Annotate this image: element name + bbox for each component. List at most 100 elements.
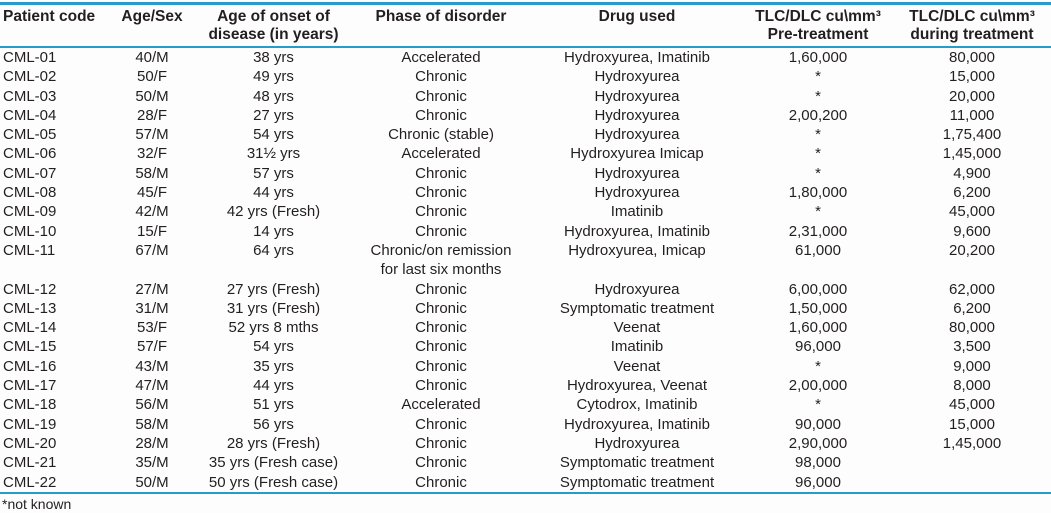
cell-tlc-during: 1,45,000	[942, 145, 1002, 163]
cell-tlc-during: 3,500	[953, 338, 991, 356]
cell-tlc-pre: *	[815, 68, 821, 86]
cell-tlc-pre: 96,000	[795, 473, 841, 491]
cell-patient-code: CML-19	[3, 415, 57, 433]
cell-tlc-during: 4,900	[953, 164, 991, 182]
cell-patient-code: CML-02	[3, 68, 57, 86]
column-header-line: disease (in years)	[208, 25, 339, 43]
cell-phase: Chronic	[415, 338, 467, 356]
cell-onset-age: 38 yrs	[253, 49, 294, 66]
cell-tlc-during: 80,000	[949, 49, 995, 66]
cell-tlc-during: 15,000	[949, 415, 995, 433]
cell-phase: Chronic	[415, 222, 467, 240]
cell-tlc-during	[893, 473, 1051, 493]
cell-tlc-during: 9,600	[953, 222, 991, 240]
cell-age-sex: 50/M	[135, 473, 169, 491]
table-row: CML-04 28/F 27 yrs Chronic Hydroxyurea 2,00,2…	[0, 106, 1051, 125]
cell-age-sex: 67/M	[135, 241, 169, 259]
cell-phase: Chronic	[415, 319, 467, 337]
cell-age-sex: 35/M	[135, 454, 169, 472]
cell-onset-age: 54 yrs	[253, 126, 294, 144]
cell-age-sex: 32/F	[136, 145, 167, 163]
cml-patient-table: Patient code Age/Sex Age of onset of diseas…	[0, 2, 1051, 494]
table-header-row: Patient code Age/Sex Age of onset of diseas…	[0, 4, 1051, 48]
cell-patient-code: CML-18	[3, 396, 57, 414]
cell-drug-used: Hydroxyurea	[594, 68, 680, 86]
column-header-line: Patient code	[3, 8, 96, 25]
cell-drug-used: Symptomatic treatment	[559, 454, 715, 472]
cell-tlc-during: 45,000	[949, 396, 995, 414]
cell-tlc-during: 6,200	[953, 184, 991, 202]
column-header-line: Drug used	[598, 8, 676, 25]
table-row: CML-14 53/F 52 yrs 8 mths Chronic Veenat 1,60…	[0, 318, 1051, 337]
cell-tlc-during: 20,000	[949, 87, 995, 105]
cell-onset-age: 35 yrs	[253, 357, 294, 375]
column-header-tlc-during: TLC/DLC cu\mm³ during treatment	[893, 4, 1051, 48]
cell-tlc-pre: 1,50,000	[788, 299, 848, 317]
cell-patient-code: CML-06	[3, 145, 57, 163]
cell-phase: Chronic	[415, 299, 467, 317]
cell-patient-code: CML-10	[3, 222, 57, 240]
cell-phase: Chronic	[415, 454, 467, 472]
cell-age-sex: 27/M	[135, 280, 169, 298]
cell-age-sex: 50/M	[135, 87, 169, 105]
cell-patient-code: CML-15	[3, 338, 57, 356]
cell-tlc-during: 45,000	[949, 203, 995, 221]
cell-patient-code: CML-13	[3, 299, 57, 317]
cell-onset-age: 28 yrs (Fresh)	[226, 434, 321, 452]
cell-phase: Chronic	[415, 87, 467, 105]
cell-phase: Chronic	[415, 203, 467, 221]
cell-onset-age: 57 yrs	[253, 164, 294, 182]
column-header-tlc-pre: TLC/DLC cu\mm³ Pre-treatment	[743, 4, 893, 48]
table-row: CML-07 58/M 57 yrs Chronic Hydroxyurea * 4,900	[0, 164, 1051, 183]
cell-drug-used: Hydroxyurea, Imatinib	[564, 222, 710, 240]
cell-onset-age: 54 yrs	[253, 338, 294, 356]
cell-age-sex: 43/M	[135, 357, 169, 375]
cell-onset-age: 31½ yrs	[246, 145, 301, 163]
cell-onset-age: 51 yrs	[253, 396, 294, 414]
table-row: CML-17 47/M 44 yrs Chronic Hydroxyurea, Veen…	[0, 376, 1051, 395]
cell-tlc-during	[893, 453, 1051, 472]
cell-drug-used: Hydroxyurea	[594, 280, 680, 298]
cell-age-sex: 45/F	[136, 184, 167, 202]
cell-tlc-pre: 1,60,000	[788, 319, 848, 337]
cell-drug-used: Hydroxyurea	[594, 87, 680, 105]
column-header-line: TLC/DLC cu\mm³	[909, 8, 1035, 25]
cell-patient-code: CML-20	[3, 434, 57, 452]
cell-tlc-pre: *	[815, 203, 821, 221]
cell-onset-age: 42 yrs (Fresh)	[226, 203, 321, 221]
table-row: CML-08 45/F 44 yrs Chronic Hydroxyurea 1,80,0…	[0, 183, 1051, 202]
table-row: CML-10 15/F 14 yrs Chronic Hydroxyurea, Imat…	[0, 222, 1051, 241]
cell-drug-used: Hydroxyurea	[594, 184, 680, 202]
cell-phase: Chronic	[415, 280, 467, 298]
cell-phase: Chronic	[415, 473, 467, 491]
cell-age-sex: 15/F	[136, 222, 167, 240]
cell-drug-used: Hydroxyurea	[594, 164, 680, 182]
cell-drug-used: Hydroxyurea	[594, 434, 680, 452]
cell-onset-age: 27 yrs (Fresh)	[226, 280, 321, 298]
cell-drug-used: Cytodrox, Imatinib	[576, 396, 698, 414]
cell-patient-code: CML-11	[3, 241, 56, 259]
column-header-line: TLC/DLC cu\mm³	[755, 8, 881, 25]
table-row: CML-21 35/M 35 yrs (Fresh case) Chronic Symp…	[0, 453, 1051, 472]
table-row: CML-18 56/M 51 yrs Accelerated Cytodrox, Ima…	[0, 395, 1051, 414]
cell-phase: Accelerated	[401, 396, 481, 414]
cell-patient-code: CML-12	[3, 280, 57, 298]
cell-onset-age: 49 yrs	[253, 68, 294, 86]
cell-age-sex: 31/M	[135, 299, 169, 317]
cell-patient-code: CML-21	[3, 454, 57, 472]
cell-drug-used: Hydroxyurea, Imicap	[568, 241, 706, 259]
cell-tlc-pre: *	[815, 396, 821, 414]
column-header-line: during treatment	[910, 25, 1034, 43]
cell-age-sex: 58/M	[135, 164, 169, 182]
cell-patient-code: CML-04	[3, 106, 57, 124]
cell-phase: Chronic	[415, 415, 467, 433]
cell-age-sex: 56/M	[135, 396, 169, 414]
cell-drug-used: Symptomatic treatment	[559, 473, 715, 491]
cell-age-sex: 47/M	[135, 377, 169, 395]
column-header-line: Pre-treatment	[767, 25, 869, 43]
cell-tlc-during: 20,200	[949, 241, 995, 259]
table-header: Patient code Age/Sex Age of onset of diseas…	[0, 4, 1051, 48]
cell-patient-code: CML-16	[3, 357, 57, 375]
cell-phase: Chronic	[415, 184, 467, 202]
